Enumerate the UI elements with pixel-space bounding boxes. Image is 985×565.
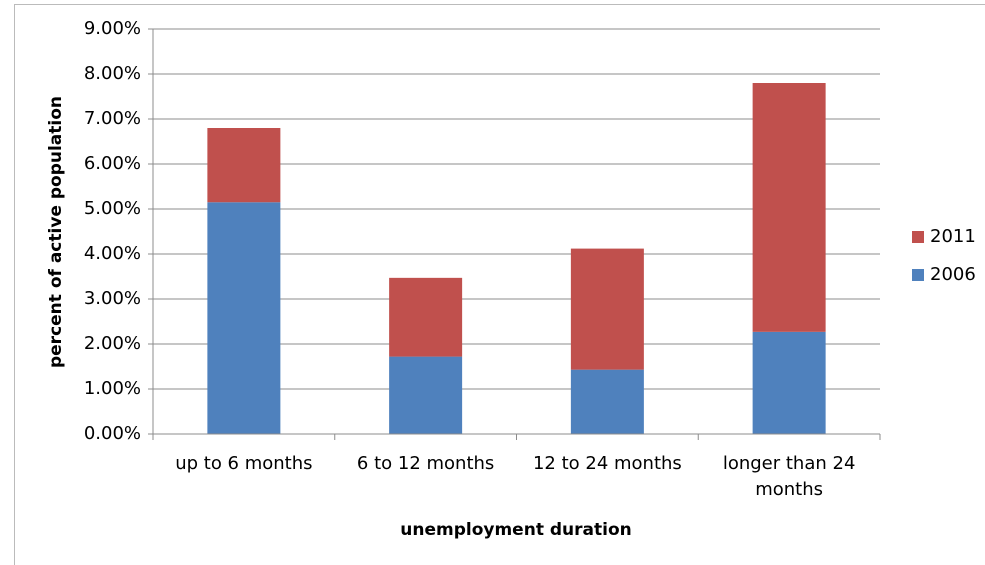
y-tick-label: 3.00% — [84, 288, 141, 309]
x-tick-label: 12 to 24 months — [532, 453, 682, 474]
chart-frame — [14, 4, 985, 565]
legend-label: 2006 — [930, 264, 976, 285]
x-tick-label: up to 6 months — [175, 453, 313, 474]
bar-segment — [389, 356, 463, 434]
bar-segment — [389, 277, 463, 357]
y-tick-label: 6.00% — [84, 153, 141, 174]
y-tick-label: 8.00% — [84, 63, 141, 84]
bar-segment — [207, 128, 281, 203]
legend-label: 2011 — [930, 226, 976, 247]
y-tick-label: 5.00% — [84, 198, 141, 219]
y-tick-label: 1.00% — [84, 378, 141, 399]
y-tick-label: 2.00% — [84, 333, 141, 354]
bar-segment — [570, 369, 644, 434]
legend-swatch — [912, 231, 924, 243]
bar-segment — [570, 248, 644, 370]
bar-segment — [752, 331, 826, 434]
y-tick-label: 7.00% — [84, 108, 141, 129]
y-tick-label: 9.00% — [84, 18, 141, 39]
x-tick-label: longer than 24 months — [722, 453, 856, 500]
y-tick-label: 0.00% — [84, 423, 141, 444]
y-tick-label: 4.00% — [84, 243, 141, 264]
bar-segment — [207, 202, 281, 434]
x-axis-title: unemployment duration — [400, 520, 631, 540]
bar-segment — [752, 83, 826, 332]
legend-swatch — [912, 269, 924, 281]
x-tick-label: 6 to 12 months — [356, 453, 495, 474]
y-axis-title: percent of active population — [46, 96, 66, 368]
